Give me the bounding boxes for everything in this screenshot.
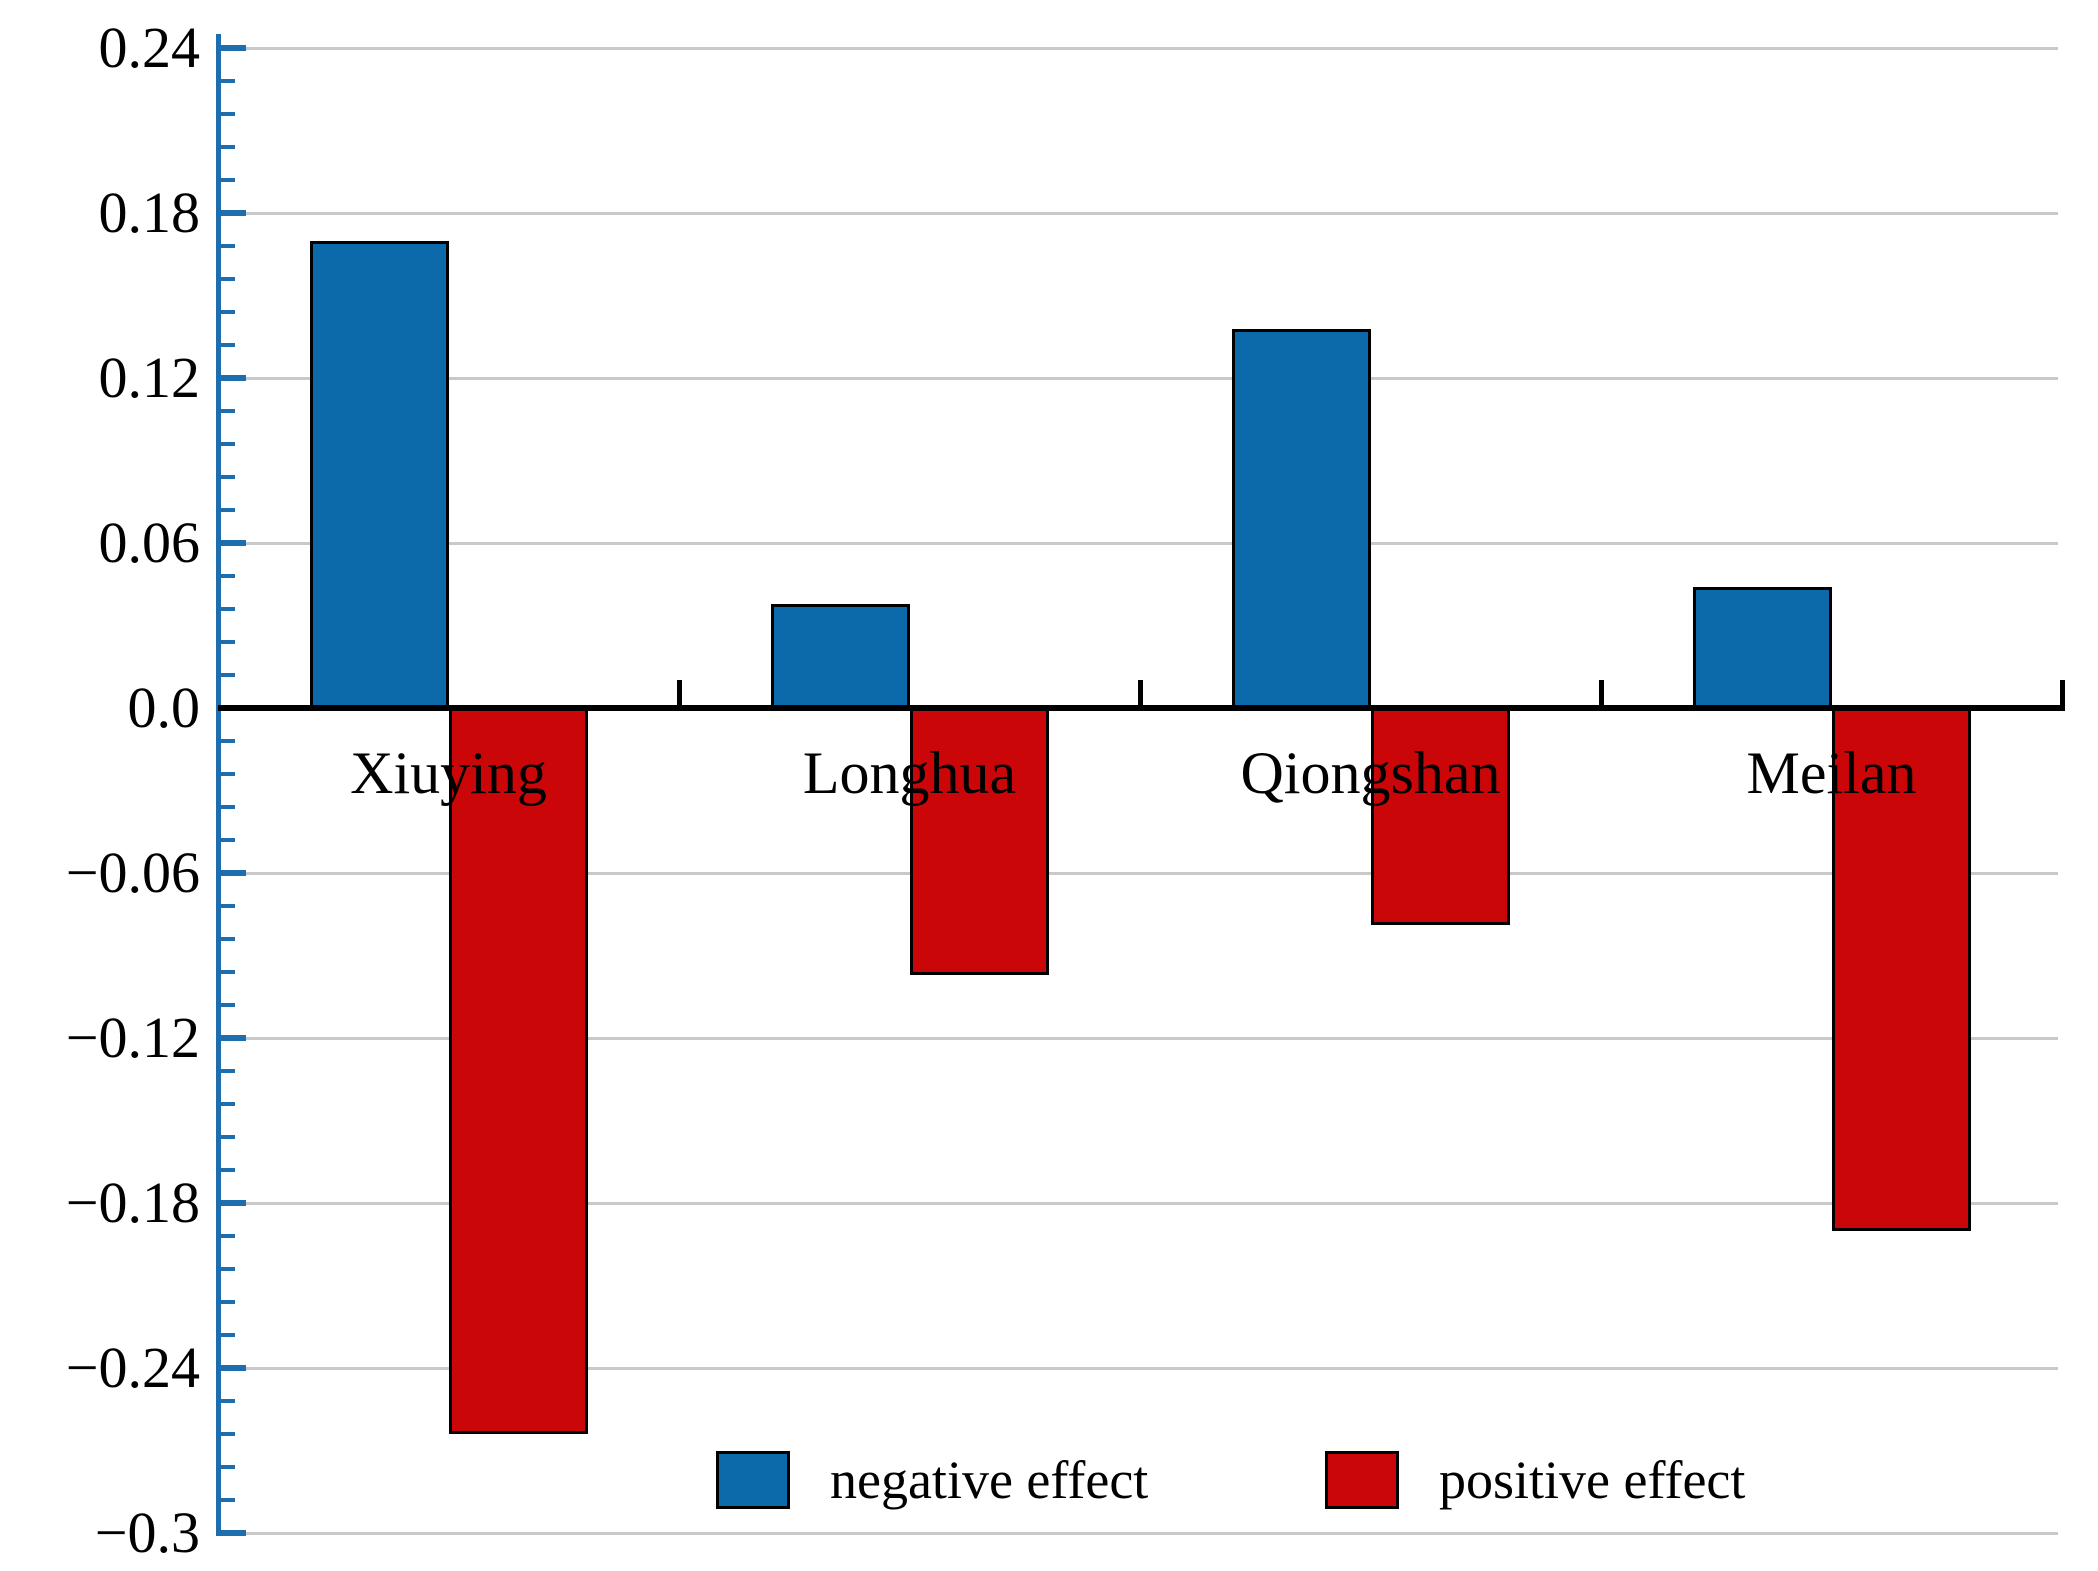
y-tick-minor bbox=[218, 409, 235, 413]
y-tick-minor bbox=[218, 838, 235, 842]
bar-negative-effect-xiuying bbox=[309, 240, 449, 710]
y-tick-label: −0.06 bbox=[65, 840, 200, 905]
category-label-xiuying: Xiuying bbox=[350, 740, 547, 806]
gridline bbox=[218, 1036, 2058, 1040]
y-tick-minor bbox=[218, 1432, 235, 1436]
y-tick-minor bbox=[218, 1399, 235, 1403]
y-tick-major bbox=[218, 1530, 246, 1536]
gridline bbox=[218, 871, 2058, 875]
legend-swatch-positive-effect bbox=[1325, 1451, 1399, 1509]
category-label-qiongshan: Qiongshan bbox=[1240, 740, 1501, 806]
y-tick-minor bbox=[218, 739, 235, 743]
legend-label-negative-effect: negative effect bbox=[830, 1450, 1149, 1510]
y-tick-minor bbox=[218, 277, 235, 281]
y-tick-label: −0.12 bbox=[65, 1005, 200, 1070]
y-tick-minor bbox=[218, 904, 235, 908]
y-tick-major bbox=[218, 375, 246, 381]
legend-label-positive-effect: positive effect bbox=[1439, 1450, 1746, 1510]
x-axis-tick bbox=[676, 680, 682, 706]
bar-positive-effect-xiuying bbox=[448, 706, 588, 1434]
y-tick-major bbox=[218, 540, 246, 546]
y-tick-minor bbox=[218, 673, 235, 677]
y-tick-minor bbox=[218, 574, 235, 578]
y-tick-minor bbox=[218, 343, 235, 347]
y-tick-minor bbox=[218, 145, 235, 149]
y-axis bbox=[216, 34, 221, 1536]
gridline bbox=[218, 211, 2058, 215]
gridline bbox=[218, 46, 2058, 50]
y-tick-minor bbox=[218, 1135, 235, 1139]
y-tick-label: 0.06 bbox=[98, 510, 201, 575]
y-tick-minor bbox=[218, 1465, 235, 1469]
y-tick-minor bbox=[218, 178, 235, 182]
y-tick-minor bbox=[218, 442, 235, 446]
y-tick-minor bbox=[218, 1300, 235, 1304]
y-tick-major bbox=[218, 1035, 246, 1041]
legend-item-positive-effect: positive effect bbox=[1325, 1448, 1745, 1512]
category-label-longhua: Longhua bbox=[802, 740, 1017, 806]
y-tick-minor bbox=[218, 244, 235, 248]
y-tick-label: 0.24 bbox=[98, 15, 201, 80]
y-tick-minor bbox=[218, 937, 235, 941]
x-axis bbox=[218, 705, 2065, 711]
y-tick-minor bbox=[218, 1267, 235, 1271]
bar-negative-effect-longhua bbox=[770, 603, 910, 710]
y-tick-label: −0.24 bbox=[65, 1335, 200, 1400]
y-tick-minor bbox=[218, 1102, 235, 1106]
y-tick-label: 0.0 bbox=[127, 675, 201, 740]
x-axis-tick bbox=[2059, 680, 2065, 706]
y-tick-minor bbox=[218, 310, 235, 314]
x-axis-tick bbox=[1137, 680, 1143, 706]
gridline bbox=[218, 1366, 2058, 1370]
x-axis-tick bbox=[1598, 680, 1604, 706]
y-tick-minor bbox=[218, 1234, 235, 1238]
y-tick-minor bbox=[218, 112, 235, 116]
y-tick-minor bbox=[218, 508, 235, 512]
bar-negative-effect-qiongshan bbox=[1231, 328, 1371, 710]
gridline bbox=[218, 1531, 2058, 1535]
y-tick-minor bbox=[218, 475, 235, 479]
y-tick-label: −0.18 bbox=[65, 1170, 200, 1235]
legend-item-negative-effect: negative effect bbox=[716, 1448, 1148, 1512]
gridline bbox=[218, 541, 2058, 545]
y-tick-major bbox=[218, 1365, 246, 1371]
y-tick-minor bbox=[218, 970, 235, 974]
y-tick-minor bbox=[218, 1003, 235, 1007]
y-tick-major bbox=[218, 1200, 246, 1206]
y-tick-label: 0.18 bbox=[98, 180, 201, 245]
y-tick-minor bbox=[218, 79, 235, 83]
y-tick-minor bbox=[218, 1498, 235, 1502]
y-tick-minor bbox=[218, 1333, 235, 1337]
y-tick-minor bbox=[218, 1069, 235, 1073]
category-label-meilan: Meilan bbox=[1746, 740, 1917, 806]
y-tick-minor bbox=[218, 805, 235, 809]
bar-positive-effect-qiongshan bbox=[1370, 706, 1510, 926]
bar-positive-effect-meilan bbox=[1831, 706, 1971, 1231]
y-tick-major bbox=[218, 210, 246, 216]
gridline bbox=[218, 1201, 2058, 1205]
y-tick-minor bbox=[218, 1168, 235, 1172]
y-tick-minor bbox=[218, 772, 235, 776]
gridline bbox=[218, 376, 2058, 380]
y-tick-minor bbox=[218, 640, 235, 644]
bar-negative-effect-meilan bbox=[1692, 587, 1832, 710]
legend-swatch-negative-effect bbox=[716, 1451, 790, 1509]
y-tick-major bbox=[218, 45, 246, 51]
y-tick-label: 0.12 bbox=[98, 345, 201, 410]
y-tick-major bbox=[218, 870, 246, 876]
y-tick-label: −0.3 bbox=[94, 1500, 200, 1565]
y-tick-minor bbox=[218, 607, 235, 611]
bar-positive-effect-longhua bbox=[909, 706, 1049, 975]
